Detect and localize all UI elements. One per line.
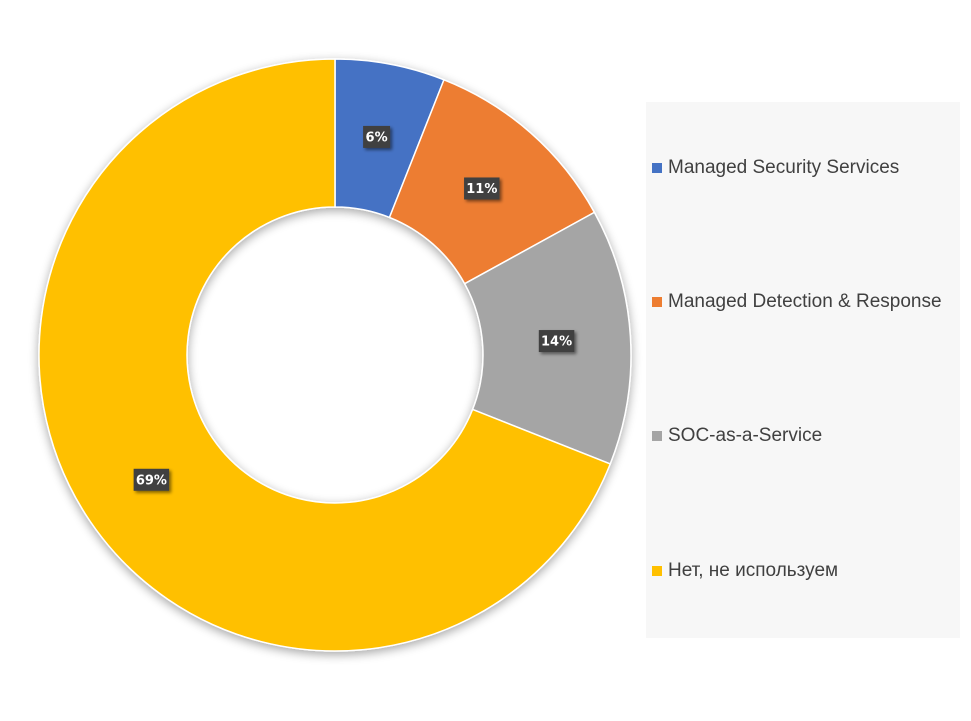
- legend: Managed Security Services Managed Detecti…: [646, 102, 960, 638]
- legend-swatch: [652, 297, 662, 307]
- data-label-1: 11%: [464, 177, 500, 200]
- legend-swatch: [652, 163, 662, 173]
- data-label-text: 11%: [466, 182, 497, 197]
- legend-label: Managed Detection & Response: [668, 291, 942, 312]
- legend-label: Managed Security Services: [668, 157, 900, 178]
- legend-item: SOC-as-a-Service: [652, 425, 822, 447]
- data-label-text: 14%: [541, 335, 572, 350]
- data-label-0: 6%: [363, 125, 391, 148]
- legend-item: Нет, не используем: [652, 560, 838, 582]
- data-label-text: 6%: [366, 130, 388, 145]
- data-label-3: 69%: [133, 468, 170, 491]
- legend-label: Нет, не используем: [668, 560, 839, 581]
- data-label-text: 69%: [136, 473, 167, 488]
- legend-item: Managed Security Services: [652, 157, 899, 179]
- donut-slice-3: [38, 58, 612, 652]
- data-label-box: [538, 330, 575, 353]
- donut-data-labels: 6% 11% 14% 69%: [133, 125, 575, 491]
- data-label-box: [464, 177, 500, 200]
- data-label-2: 14%: [538, 330, 575, 353]
- legend-swatch: [652, 566, 662, 576]
- data-label-box: [133, 468, 170, 491]
- data-label-box: [363, 125, 391, 148]
- donut-slices: [38, 58, 632, 652]
- legend-label: SOC-as-a-Service: [668, 425, 823, 446]
- legend-swatch: [652, 431, 662, 441]
- legend-item: Managed Detection & Response: [652, 291, 942, 313]
